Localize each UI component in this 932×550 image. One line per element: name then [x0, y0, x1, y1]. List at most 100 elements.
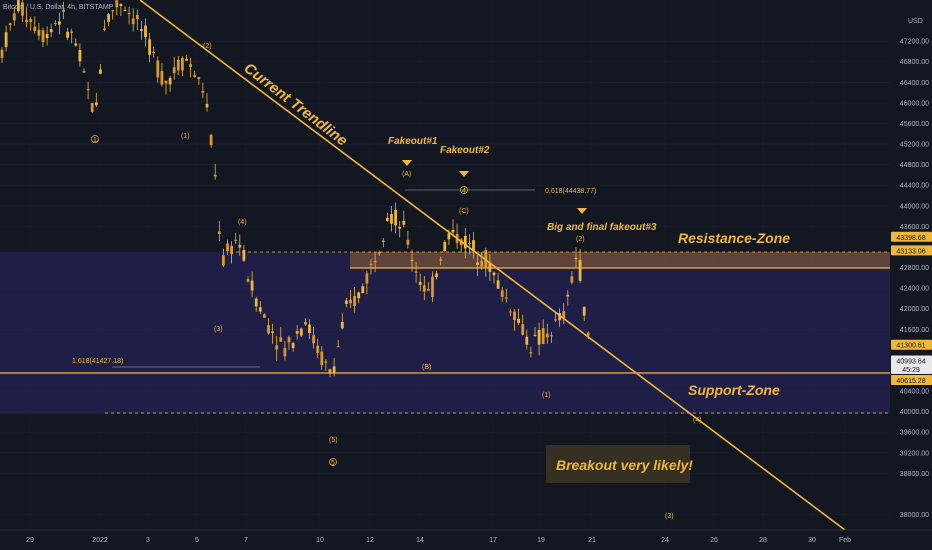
candle-body [66, 31, 69, 38]
candle-body [21, 2, 24, 16]
candle-body [258, 307, 262, 312]
wave-label: (B) [422, 364, 431, 371]
candle-body [78, 49, 82, 62]
wave-label: (3) [665, 513, 674, 520]
wave-label: 5 [331, 460, 335, 467]
candle-body [488, 263, 492, 272]
candle-body [193, 75, 197, 78]
candle-body [480, 261, 484, 267]
candle-body [37, 29, 41, 36]
resistance-zone-label: Resistance-Zone [678, 230, 790, 246]
candle-body [254, 298, 258, 307]
price-tag [891, 231, 932, 242]
x-tick-label: 29 [26, 537, 34, 544]
candle-body [74, 43, 78, 46]
candle-body [443, 242, 447, 252]
fib-0618-label: 0.618(44438.77) [545, 188, 596, 195]
time-axis[interactable]: 29 2022 3 5 7 10 12 14 17 19 21 24 26 28 30 Feb [26, 537, 851, 544]
candle-body [504, 297, 508, 299]
candle-body [316, 345, 320, 353]
candle-body [463, 235, 467, 249]
candle-body [431, 276, 434, 298]
candle-body [537, 329, 541, 345]
candle-body [525, 336, 529, 345]
candle-body [529, 352, 533, 354]
candle-body [439, 259, 443, 261]
candle-body [41, 30, 45, 43]
candle-body [586, 332, 590, 336]
fakeout3-arrow-icon [577, 208, 587, 214]
candle-body [267, 325, 270, 334]
candle-body [287, 337, 291, 343]
candle-body [328, 369, 332, 373]
x-tick-label: 10 [316, 537, 324, 544]
wave-label: (4) [238, 219, 247, 226]
candle-body [172, 67, 176, 74]
candle-body [29, 19, 33, 22]
candle-body [131, 18, 135, 25]
candle-body [357, 292, 361, 299]
support-zone-label: Support-Zone [688, 382, 780, 398]
x-tick-label: 12 [366, 537, 374, 544]
price-axis[interactable]: 47200.00 46800.00 46400.00 46000.00 45600.00… [890, 0, 932, 530]
x-tick-label: 7 [244, 537, 248, 544]
candle-body [279, 337, 283, 342]
fib-1618-label: 1.618(41427.18) [72, 358, 123, 365]
price-tag [891, 355, 932, 366]
price-tag [891, 339, 932, 350]
candle-body [176, 59, 180, 71]
price-tag [891, 245, 932, 256]
candle-body [144, 25, 147, 38]
support-resistance-zone [0, 252, 890, 414]
candle-body [156, 60, 160, 78]
candle-body [119, 4, 123, 6]
candle-body [468, 242, 471, 245]
candle-body [283, 348, 287, 357]
candle-body [250, 280, 254, 291]
candle-body [513, 311, 516, 321]
candle-body [226, 243, 229, 252]
candle-body [353, 296, 356, 307]
x-tick-label: 19 [537, 537, 545, 544]
x-tick-label: Feb [839, 537, 851, 544]
candle-body [127, 12, 131, 15]
x-tick-label: 30 [808, 537, 816, 544]
x-tick-label: 3 [146, 537, 150, 544]
candle-body [304, 322, 307, 325]
candle-body [550, 335, 553, 337]
y-tick-label: 43600.00 [900, 224, 929, 231]
y-tick-label: 42800.00 [900, 265, 929, 272]
y-tick-label: 38000.00 [900, 512, 929, 519]
candle-body [373, 260, 377, 263]
wave-label: (1) [181, 133, 190, 140]
y-tick-label: 44400.00 [900, 183, 929, 190]
y-tick-label: 45200.00 [900, 142, 929, 149]
candle-body [4, 32, 8, 47]
candle-body [484, 250, 488, 268]
price-axis-background [890, 0, 932, 530]
candle-body [562, 311, 566, 319]
candle-body [394, 210, 397, 226]
candle-body [402, 220, 406, 225]
candle-body [33, 26, 37, 31]
candle-body [361, 286, 365, 294]
candle-body [427, 289, 430, 291]
y-tick-label: 40400.00 [900, 389, 929, 396]
x-tick-label: 14 [416, 537, 424, 544]
candle-body [570, 276, 574, 283]
candle-body [500, 290, 504, 297]
candle-body [160, 71, 164, 85]
y-tick-label: 42400.00 [900, 286, 929, 293]
candle-body [45, 34, 49, 39]
candle-body [541, 327, 545, 344]
candle-body [115, 0, 119, 8]
candle-body [291, 343, 295, 349]
candle-body [238, 244, 242, 248]
y-tick-label: 46400.00 [900, 80, 929, 87]
candle-body [332, 366, 336, 373]
candle-body [123, 9, 127, 12]
y-tick-label: 46800.00 [900, 59, 929, 66]
price-tag-label: 45:29 [902, 367, 920, 374]
